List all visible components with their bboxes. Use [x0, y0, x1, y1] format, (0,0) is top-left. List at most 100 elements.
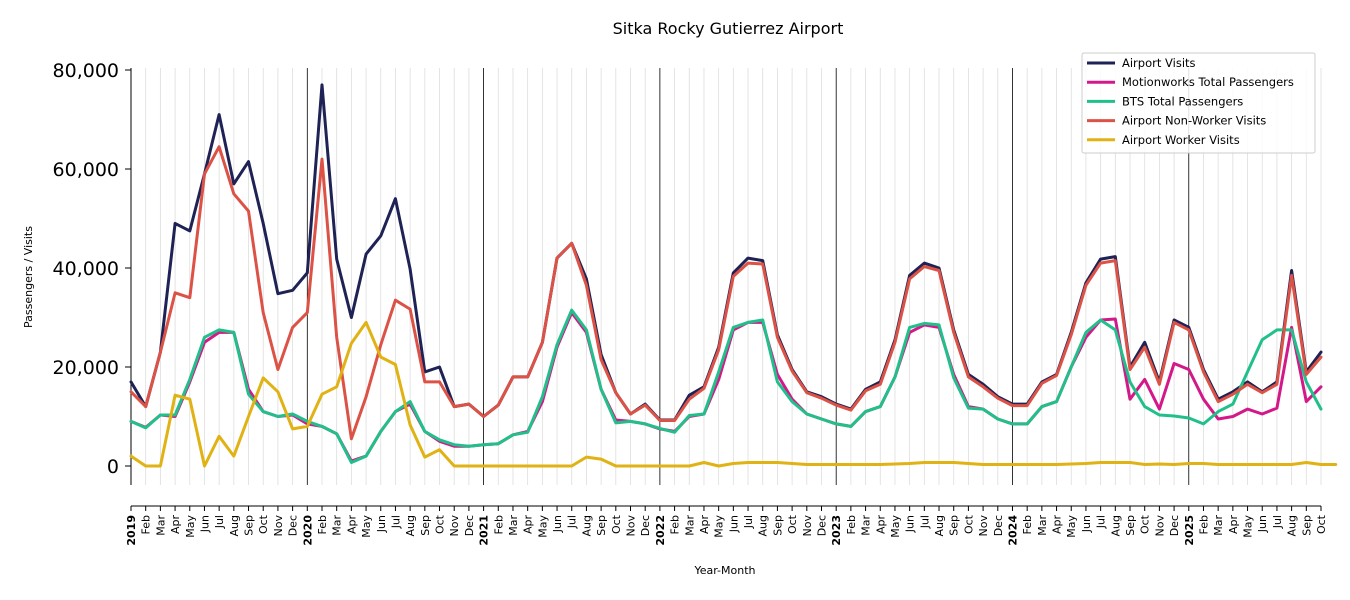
chart-title: Sitka Rocky Gutierrez Airport — [613, 19, 844, 38]
x-tick-label: Aug — [580, 515, 593, 536]
x-tick-label: Mar — [683, 515, 696, 536]
y-axis-label: Passengers / Visits — [22, 226, 35, 328]
x-tick-label: Aug — [757, 515, 770, 536]
x-tick-label: Apr — [1227, 515, 1240, 535]
x-tick-label: Jun — [198, 515, 211, 533]
legend-label: Airport Worker Visits — [1122, 133, 1240, 147]
x-tick-label: Aug — [1109, 515, 1122, 536]
x-tick-label: Oct — [434, 514, 447, 534]
x-tick-label: Dec — [992, 515, 1005, 536]
x-tick-label: Jul — [213, 515, 226, 529]
x-axis-label: Year-Month — [693, 564, 755, 577]
x-tick-label: Sep — [243, 515, 256, 536]
x-tick-label: Apr — [874, 515, 887, 535]
x-tick-label: Nov — [977, 515, 990, 537]
x-tick-label: Nov — [272, 515, 285, 537]
x-tick-label: Dec — [815, 515, 828, 536]
x-tick-label: Aug — [404, 515, 417, 536]
x-tick-label: May — [1065, 515, 1078, 538]
series-line-airport-non-worker-visits — [129, 145, 1323, 441]
y-tick-label: 80,000 — [53, 60, 119, 82]
x-tick-label: Jul — [566, 515, 579, 529]
x-tick-label: Oct — [610, 514, 623, 534]
x-tick-label: Apr — [698, 515, 711, 535]
x-tick-label: Nov — [1153, 515, 1166, 537]
x-tick-label: Feb — [1021, 515, 1034, 534]
x-tick-label: Apr — [345, 515, 358, 535]
x-tick-label: Mar — [154, 515, 167, 536]
x-tick-label: 2019 — [125, 515, 138, 546]
series-line-airport-worker-visits — [129, 320, 1338, 468]
y-tick-label: 0 — [107, 456, 119, 478]
x-tick-label: Oct — [962, 514, 975, 534]
x-tick-label: Jun — [1080, 515, 1093, 533]
x-tick-label: Dec — [463, 515, 476, 536]
legend-box — [1081, 52, 1316, 154]
x-tick-label: Feb — [316, 515, 329, 534]
x-tick-label: 2023 — [830, 515, 843, 546]
x-tick-label: May — [360, 515, 373, 538]
x-tick-label: Jul — [389, 515, 402, 529]
x-tick-label: Jul — [918, 515, 931, 529]
x-tick-label: Mar — [507, 515, 520, 536]
x-tick-label: Feb — [669, 515, 682, 534]
x-tick-label: Nov — [448, 515, 461, 537]
x-tick-label: 2021 — [478, 515, 491, 546]
x-tick-label: Dec — [639, 515, 652, 536]
x-tick-label: Oct — [1139, 514, 1152, 534]
x-tick-label: Apr — [1051, 515, 1064, 535]
x-tick-label: Nov — [625, 515, 638, 537]
x-tick-label: May — [713, 515, 726, 538]
x-tick-label: Feb — [1197, 515, 1210, 534]
x-tick-label: 2020 — [301, 515, 314, 546]
x-tick-label: Jun — [375, 515, 388, 533]
x-tick-label: 2024 — [1006, 515, 1019, 546]
x-tick-label: Oct — [1315, 514, 1328, 534]
x-tick-label: Feb — [845, 515, 858, 534]
y-tick-label: 40,000 — [53, 258, 119, 280]
series-line-bts-total-passengers — [129, 308, 1323, 464]
x-tick-label: Sep — [595, 515, 608, 536]
series-line-motionworks-total-passengers — [129, 311, 1323, 463]
legend-label: Airport Non-Worker Visits — [1122, 114, 1266, 128]
legend-label: Airport Visits — [1122, 56, 1196, 70]
x-tick-label: 2022 — [654, 515, 667, 546]
x-tick-label: Jun — [904, 515, 917, 533]
x-tick-label: Sep — [419, 515, 432, 536]
x-tick-label: 2025 — [1183, 515, 1196, 546]
x-tick-label: Sep — [1124, 515, 1137, 536]
x-tick-label: Mar — [860, 515, 873, 536]
x-tick-label: Jul — [742, 515, 755, 529]
x-tick-label: Aug — [228, 515, 241, 536]
legend-label: Motionworks Total Passengers — [1122, 75, 1294, 89]
x-tick-label: Feb — [492, 515, 505, 534]
x-tick-label: Sep — [1300, 515, 1313, 536]
x-tick-label: May — [536, 515, 549, 538]
y-tick-label: 20,000 — [53, 357, 119, 379]
x-tick-label: Apr — [169, 515, 182, 535]
x-tick-label: Sep — [771, 515, 784, 536]
x-tick-label: Jun — [727, 515, 740, 533]
x-tick-label: Jun — [1256, 515, 1269, 533]
x-tick-label: May — [889, 515, 902, 538]
legend: Airport Visits Motionworks Total Passenge… — [1081, 52, 1316, 154]
legend-label: BTS Total Passengers — [1122, 94, 1243, 108]
x-tick-label: Feb — [140, 515, 153, 534]
x-tick-label: Mar — [1036, 515, 1049, 536]
x-tick-label: Dec — [287, 515, 300, 536]
x-tick-label: Mar — [1212, 515, 1225, 536]
x-tick-label: Oct — [786, 514, 799, 534]
x-tick-label: Apr — [522, 515, 535, 535]
x-tick-label: Jul — [1271, 515, 1284, 529]
x-tick-label: May — [1242, 515, 1255, 538]
y-tick-label: 60,000 — [53, 159, 119, 181]
x-tick-label: Mar — [331, 515, 344, 536]
x-tick-label: Jul — [1095, 515, 1108, 529]
x-tick-label: Aug — [933, 515, 946, 536]
x-tick-label: Oct — [257, 514, 270, 534]
x-tick-label: Aug — [1286, 515, 1299, 536]
x-tick-label: Jun — [551, 515, 564, 533]
x-tick-label: May — [184, 515, 197, 538]
